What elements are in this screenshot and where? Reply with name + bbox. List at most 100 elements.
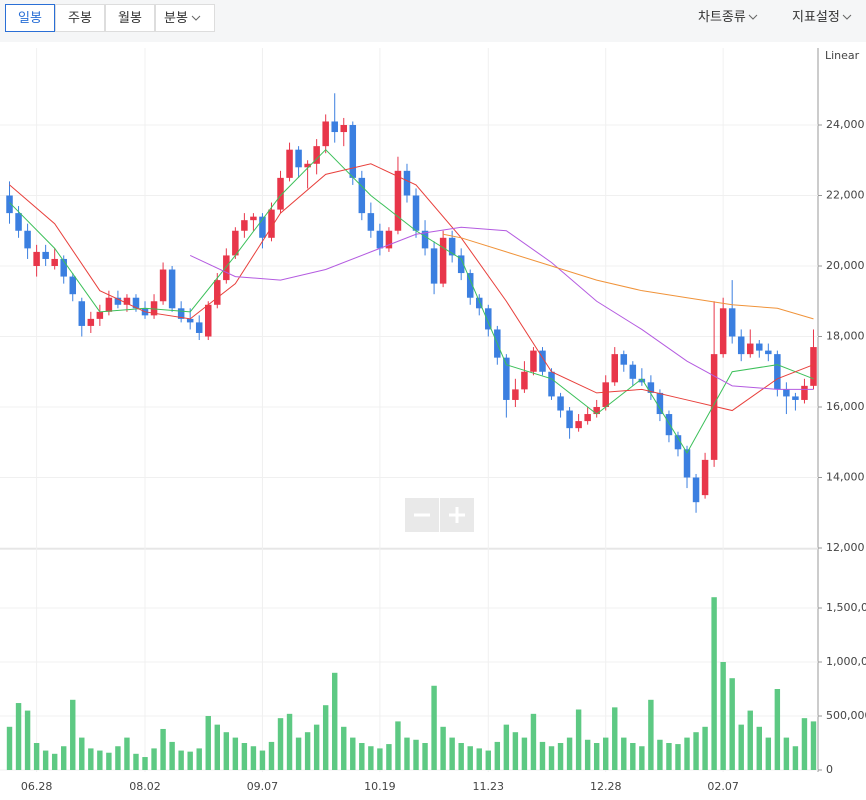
menu[interactable]: 차트종류: [698, 4, 758, 32]
candle-body: [412, 195, 420, 231]
candle-body: [530, 350, 537, 372]
volume-bar: [169, 741, 175, 770]
volume-bar: [702, 726, 708, 770]
volume-bar: [603, 737, 609, 770]
candle-body: [123, 297, 131, 305]
volume-bar: [350, 737, 356, 770]
candle-body: [728, 308, 736, 337]
candle-body: [349, 125, 357, 178]
volume-bar: [539, 741, 546, 770]
candle-body: [575, 421, 582, 429]
volume-bar: [88, 748, 94, 770]
volume-bar: [160, 728, 166, 770]
tab[interactable]: 주봉: [55, 4, 105, 32]
candle-body: [774, 354, 781, 390]
candle-body: [620, 354, 628, 365]
candle-body: [647, 382, 655, 393]
tab[interactable]: 분봉: [155, 4, 215, 32]
tab[interactable]: 일봉: [5, 4, 55, 32]
candle-body: [475, 297, 483, 309]
candle-body: [150, 301, 158, 316]
y-tick-label: 22,000: [826, 189, 865, 202]
candle-body: [602, 382, 609, 407]
volume-bar: [368, 746, 374, 770]
menu-label: 차트종류: [698, 10, 746, 25]
candle-body: [765, 350, 772, 355]
volume-bar: [115, 746, 121, 770]
y-tick-label: 1,500,000: [826, 601, 866, 614]
volume-bar: [250, 746, 257, 770]
candle-body: [223, 255, 230, 281]
volume-bar: [765, 737, 772, 770]
scale-label: Linear: [825, 49, 860, 62]
volume-bar: [341, 726, 347, 770]
volume-bar: [6, 726, 13, 770]
candle-body: [683, 449, 691, 478]
volume-bar: [196, 748, 202, 770]
candle-body: [42, 251, 49, 259]
candle-body: [358, 177, 366, 214]
volume-bar: [142, 757, 148, 770]
x-tick-label: 06.28: [21, 780, 53, 793]
chart: Linear 06.28 08.02 09.07 10.19 11.23 12.28 02.…: [0, 48, 866, 793]
candle-body: [78, 301, 86, 326]
volume-bar: [422, 743, 428, 770]
volume-bar: [259, 750, 266, 770]
volume-bar: [304, 732, 311, 770]
volume-bar: [404, 737, 410, 770]
y-tick-label: 1,000,000: [826, 655, 866, 668]
volume-bar: [476, 748, 482, 770]
volume-bar: [521, 737, 528, 770]
candle-body: [656, 392, 664, 415]
menu[interactable]: 지표설정: [792, 4, 852, 32]
candle-body: [737, 336, 745, 355]
candle-body: [584, 414, 591, 422]
candle-body: [367, 213, 375, 231]
volume-bar: [503, 724, 510, 770]
candle-body: [69, 276, 77, 295]
volume-bar: [711, 597, 717, 770]
volume-bar: [684, 737, 690, 770]
candle-body: [403, 170, 411, 196]
moving-average-line: [189, 226, 814, 390]
tab[interactable]: 월봉: [105, 4, 155, 32]
candle-body: [466, 273, 474, 298]
menu-label: 지표설정: [792, 10, 840, 25]
volume-bar: [530, 713, 537, 770]
volume-bar: [557, 743, 564, 770]
volume-bar: [738, 724, 744, 770]
candle-body: [6, 195, 13, 214]
candle-body: [24, 230, 31, 249]
candle-body: [232, 230, 239, 256]
zoom-controls: [405, 498, 474, 532]
candle-body: [313, 146, 320, 164]
candle-body: [638, 378, 646, 383]
candle-body: [665, 414, 673, 436]
y-tick-label: 24,000: [826, 118, 865, 131]
volume-bar: [413, 739, 419, 770]
volume-bar: [133, 753, 139, 770]
candle-body: [503, 357, 510, 400]
moving-average-line: [9, 163, 814, 412]
moving-average-line: [9, 148, 814, 454]
candle-body: [186, 318, 194, 323]
candle-body: [512, 389, 519, 400]
candle-body: [792, 396, 799, 400]
candle-body: [756, 343, 763, 351]
candle-body: [385, 230, 393, 249]
x-tick-label: 11.23: [473, 780, 505, 793]
candle-body: [421, 230, 429, 249]
volume-bar: [467, 746, 473, 770]
candle-body: [611, 354, 619, 383]
x-tick-label: 12.28: [590, 780, 622, 793]
volume-bar: [449, 737, 455, 770]
volume-bar: [440, 726, 446, 770]
volume-bar: [268, 741, 275, 770]
candle-body: [51, 258, 58, 266]
candle-body: [710, 354, 718, 460]
candle-body: [177, 308, 185, 319]
candle-body: [783, 389, 790, 397]
moving-average-line: [443, 233, 814, 320]
x-tick-label: 10.19: [364, 780, 396, 793]
volume-bar: [612, 707, 618, 770]
